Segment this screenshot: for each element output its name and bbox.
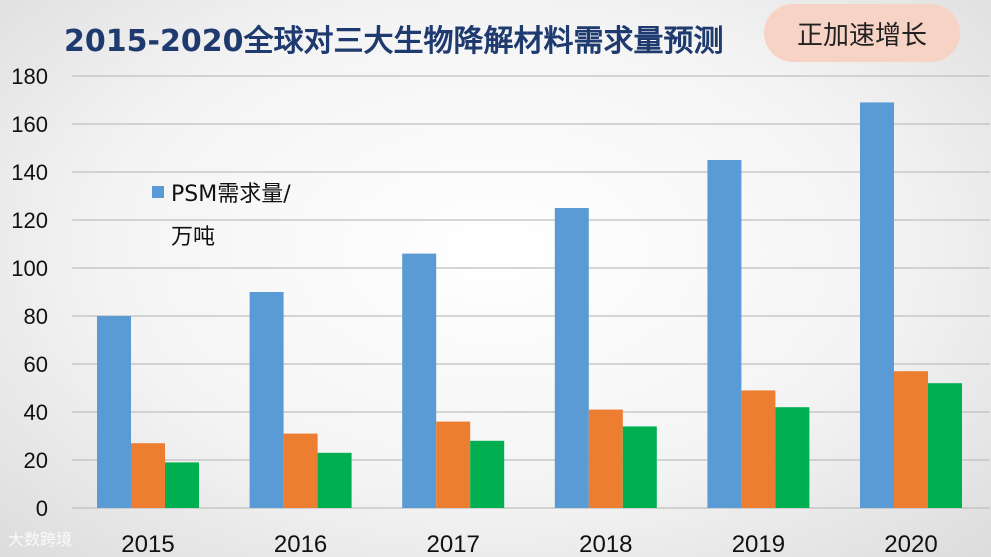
y-tick-label: 140 xyxy=(11,160,48,185)
bar-series1-2018 xyxy=(554,208,589,508)
x-tick-label: 2019 xyxy=(732,531,785,557)
y-tick-label: 20 xyxy=(24,448,48,473)
y-tick-label: 180 xyxy=(11,64,48,89)
bar-series2-2015 xyxy=(131,443,165,508)
gridlines xyxy=(72,75,990,509)
bar-series1-2019 xyxy=(707,160,742,508)
bar-series3-2018 xyxy=(622,426,657,508)
x-tick-label: 2020 xyxy=(884,531,937,557)
bar-series1-2015 xyxy=(97,316,131,508)
bar-series3-2015 xyxy=(165,462,199,508)
bar-series2-2017 xyxy=(436,421,471,508)
x-tick-label: 2015 xyxy=(121,531,174,557)
bar-series2-2016 xyxy=(283,433,318,508)
bar-series3-2016 xyxy=(317,452,352,508)
legend-label-line2: 万吨 xyxy=(171,225,215,250)
y-tick-label: 0 xyxy=(36,496,48,521)
x-axis-ticks: 2015 2016 2017 2018 2019 2020 xyxy=(121,531,937,557)
y-tick-label: 60 xyxy=(24,352,48,377)
bars xyxy=(97,102,962,509)
bar-series2-2018 xyxy=(588,409,623,508)
x-tick-label: 2016 xyxy=(274,531,327,557)
bar-series1-2020 xyxy=(860,102,894,509)
chart-title: 2015-2020全球对三大生物降解材料需求量预测 xyxy=(64,24,724,59)
bar-series3-2017 xyxy=(470,440,505,508)
bar-series3-2019 xyxy=(775,407,810,508)
bar-series1-2016 xyxy=(249,292,284,508)
x-tick-label: 2018 xyxy=(579,531,632,557)
bar-series3-2020 xyxy=(928,383,962,508)
y-tick-label: 40 xyxy=(24,400,48,425)
bar-series1-2017 xyxy=(402,253,437,508)
y-tick-label: 100 xyxy=(11,256,48,281)
bar-series2-2019 xyxy=(741,390,776,508)
legend-label-line1: PSM需求量/ xyxy=(171,182,291,207)
y-axis-ticks: 0 20 40 60 80 100 120 140 160 180 xyxy=(11,64,48,521)
growth-badge: 正加速增长 xyxy=(764,4,960,62)
bar-series2-2020 xyxy=(894,371,928,508)
y-tick-label: 160 xyxy=(11,112,48,137)
legend: PSM需求量/万吨 xyxy=(152,182,291,250)
y-tick-label: 120 xyxy=(11,208,48,233)
y-tick-label: 80 xyxy=(24,304,48,329)
x-tick-label: 2017 xyxy=(427,531,480,557)
watermark: 大数跨境 xyxy=(8,530,73,549)
legend-swatch xyxy=(152,186,164,198)
